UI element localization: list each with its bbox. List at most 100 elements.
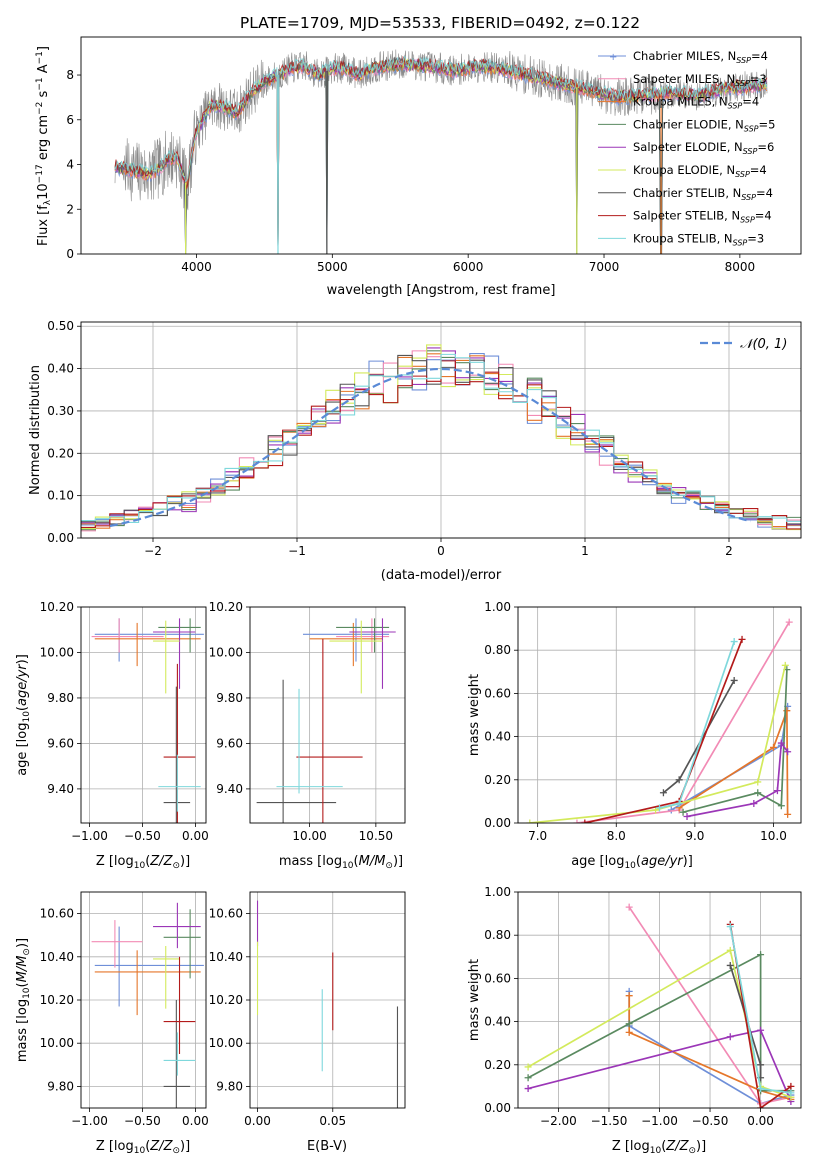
point-kroupa-miles <box>625 992 633 1000</box>
axis-label-part: age/yr <box>641 854 684 869</box>
axis-label-part: ⊙ <box>22 948 32 956</box>
panel-age-vs-metallicity: −1.00 −0.50 0.00 9.40 9.60 9.80 10.00 10.20 Z [l… <box>15 600 209 871</box>
y-tick-label: 8 <box>66 68 74 82</box>
y-tick-label: 9.60 <box>216 736 243 750</box>
point-kroupa-stelib <box>726 923 734 931</box>
point-kroupa-stelib <box>730 638 738 646</box>
y-tick-label: 0.20 <box>484 1058 511 1072</box>
axes-frame <box>80 891 207 1109</box>
axis-label-part: 10 <box>134 861 146 871</box>
model-line-chabrier-elodie <box>114 60 768 254</box>
point-salpeter-stelib <box>787 1082 795 1090</box>
point-chabrier-stelib <box>757 1061 765 1069</box>
series-line-kroupa-elodie <box>529 665 787 823</box>
axis-label-part: )] <box>393 854 403 869</box>
axes-frame <box>249 891 406 1109</box>
y-tick-label: 0.10 <box>47 489 74 503</box>
y-tick-label: 0.40 <box>484 730 511 744</box>
point-kroupa-elodie <box>726 946 734 954</box>
point-kroupa-miles <box>784 810 792 818</box>
x-tick-label: 0.00 <box>747 1114 774 1128</box>
x-tick-label: −2 <box>144 544 162 558</box>
x-axis-label: (data-model)/error <box>381 568 502 583</box>
axis-label-part: 10 <box>342 861 354 871</box>
x-tick-label: 0.00 <box>182 1114 209 1128</box>
y-axis-label: mass weight <box>467 674 482 756</box>
point-kroupa-elodie <box>526 819 534 823</box>
axes-frame <box>80 606 207 824</box>
legend-label-n: =4 <box>755 209 772 223</box>
point-salpeter-stelib <box>757 1104 765 1108</box>
point-salpeter-miles <box>625 903 633 911</box>
point-salpeter-elodie <box>777 739 785 747</box>
legend-label: Kroupa ELODIE, NSSP=4 <box>633 163 767 179</box>
axis-label-part: −17 <box>35 164 45 183</box>
y-tick-label: 10.00 <box>209 645 243 659</box>
legend-label-n: =3 <box>750 72 767 86</box>
plot-area <box>526 618 793 823</box>
legend-label-text: Kroupa STELIB, N <box>633 231 733 245</box>
point-salpeter-elodie <box>683 813 691 821</box>
legend-label-sub: SSP <box>733 238 748 247</box>
x-tick-label: −1 <box>288 544 306 558</box>
normal-curve <box>109 367 751 528</box>
legend-label: Salpeter ELODIE, NSSP=6 <box>633 140 774 156</box>
axis-label-part: λ <box>43 199 53 205</box>
y-tick-label: 9.80 <box>47 691 74 705</box>
y-tick-label: 0.60 <box>484 686 511 700</box>
axis-label-part: Z/Z <box>665 1139 689 1154</box>
figure-title: PLATE=1709, MJD=53533, FIBERID=0492, z=0… <box>240 14 640 32</box>
legend-label-sub: SSP <box>735 79 750 88</box>
panel-age-vs-mass: 10.00 10.50 9.40 9.60 9.80 10.00 10.20 mass [lo… <box>209 600 406 871</box>
legend-label: Chabrier ELODIE, NSSP=5 <box>633 117 775 133</box>
y-tick-label: 0.30 <box>47 404 74 418</box>
y-axis-label: Flux [fλ10−17 erg cm−2 s−1 A−1] <box>35 46 53 246</box>
point-salpeter-elodie <box>726 1033 734 1041</box>
axis-label-part: )] <box>15 654 30 664</box>
x-tick-label: −1.00 <box>71 1114 108 1128</box>
axis-label-part: )] <box>683 854 693 869</box>
y-tick-label: 10.20 <box>209 993 243 1007</box>
point-kroupa-elodie <box>652 806 660 814</box>
y-tick-label: 0.00 <box>47 531 74 545</box>
legend-label-text: Salpeter STELIB, N <box>633 209 740 223</box>
plot-area <box>524 903 795 1108</box>
point-chabrier-stelib <box>726 961 734 969</box>
axis-label-part: ( <box>354 854 359 869</box>
panel-spectrum: 4000 5000 6000 7000 8000 0 2 4 6 8 + Chabrier MILES… <box>35 36 802 298</box>
y-tick-label: 0.80 <box>484 643 511 657</box>
point-kroupa-elodie <box>524 1063 532 1071</box>
point-kroupa-elodie <box>781 661 789 669</box>
panel-mass-vs-metallicity: −1.00 −0.50 0.00 9.80 10.00 10.20 10.40 10.60 Z … <box>15 891 209 1156</box>
y-tick-label: 9.60 <box>47 736 74 750</box>
x-tick-label: 4000 <box>181 260 212 274</box>
point-kroupa-miles <box>625 1028 633 1036</box>
point-chabrier-stelib <box>675 776 683 784</box>
axis-label-part: erg cm <box>36 115 51 164</box>
legend-label: Salpeter MILES, NSSP=3 <box>633 72 767 88</box>
legend-label-sub: SSP <box>741 193 756 202</box>
axis-label-part: Z [log <box>96 854 134 869</box>
y-tick-label: 0.40 <box>484 1015 511 1029</box>
x-tick-label: −1.00 <box>641 1114 678 1128</box>
point-salpeter-stelib <box>738 635 746 643</box>
legend-label-text: Salpeter ELODIE, N <box>633 140 743 154</box>
x-tick-label: −0.50 <box>124 1114 161 1128</box>
axis-label-part: ( <box>15 982 30 987</box>
series-line-salpeter-elodie <box>527 1029 792 1102</box>
point-salpeter-elodie <box>784 748 792 756</box>
y-axis-label: mass [log10(M/M⊙)] <box>15 938 32 1062</box>
axis-label-part: ( <box>636 854 641 869</box>
x-tick-label: 7000 <box>589 260 620 274</box>
legend-label-sub: SSP <box>735 170 750 179</box>
x-tick-label: 7.0 <box>528 829 547 843</box>
y-tick-label: 1.00 <box>484 885 511 899</box>
y-tick-label: 10.60 <box>40 907 74 921</box>
x-tick-label: 2 <box>725 544 733 558</box>
legend-label-text: Kroupa ELODIE, N <box>633 163 735 177</box>
legend-label-n: =4 <box>751 49 768 63</box>
y-tick-label: 10.00 <box>209 1036 243 1050</box>
point-chabrier-stelib <box>730 676 738 684</box>
